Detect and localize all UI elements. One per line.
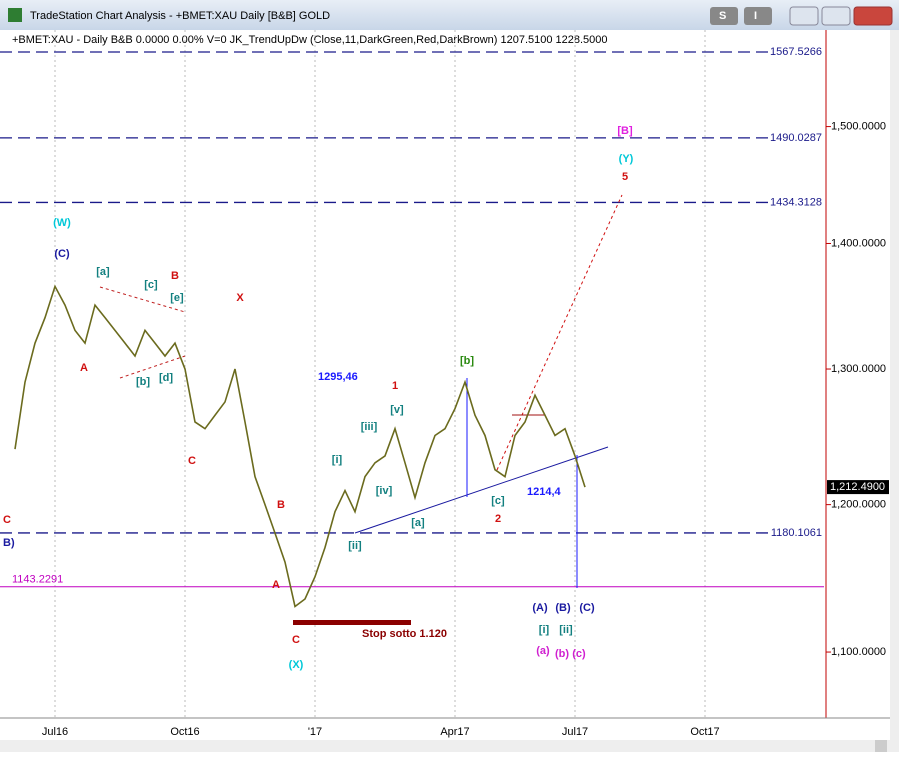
wave-label: [B] xyxy=(617,125,633,137)
wave-label: (X) xyxy=(289,659,304,671)
wave-label: [ii] xyxy=(559,624,573,636)
side-scroll[interactable] xyxy=(890,30,899,740)
level-label: 1490.0287 xyxy=(770,132,822,144)
level-label: 1180.1061 xyxy=(771,527,822,539)
s-button[interactable] xyxy=(710,7,738,25)
wave-label: (A) xyxy=(532,602,548,614)
scroll-button[interactable] xyxy=(875,740,887,752)
wave-label: [e] xyxy=(170,292,184,304)
wave-label: (C) xyxy=(579,602,595,614)
wave-label: Stop sotto 1.120 xyxy=(362,628,447,640)
wave-label: B xyxy=(277,499,285,511)
wave-label: (b) xyxy=(555,648,569,660)
price-marker-label: 1,212.4900 xyxy=(830,481,885,493)
wave-label: A xyxy=(272,579,280,591)
wave-label: (B) xyxy=(555,602,571,614)
wave-label: (Y) xyxy=(619,153,634,165)
wave-label: C xyxy=(188,455,196,467)
wave-label: B xyxy=(171,270,179,282)
wave-label: [c] xyxy=(144,279,158,291)
window-title: TradeStation Chart Analysis - +BMET:XAU … xyxy=(30,10,330,22)
chart-area xyxy=(0,30,899,752)
wave-label: 5 xyxy=(622,171,628,183)
x-tick-label: Apr17 xyxy=(440,726,469,738)
s-button-label: S xyxy=(719,10,726,22)
level-label-bg xyxy=(770,130,824,144)
app-icon xyxy=(8,8,22,22)
bottom-scroll[interactable] xyxy=(0,740,899,752)
y-tick-label: 1,300.0000 xyxy=(831,363,886,375)
wave-label: [iii] xyxy=(361,421,378,433)
wave-label: C xyxy=(292,634,300,646)
level-label-bg xyxy=(770,44,824,58)
wave-label: 1 xyxy=(392,380,398,392)
wave-label: [c] xyxy=(491,495,505,507)
y-tick-label: 1,500.0000 xyxy=(831,120,886,132)
wave-label: [a] xyxy=(96,266,110,278)
wave-label: C xyxy=(3,514,11,526)
level-label-bg xyxy=(770,195,824,209)
wave-label: (c) xyxy=(572,648,586,660)
wave-label: B) xyxy=(3,537,15,549)
i-button[interactable] xyxy=(744,7,772,25)
wave-label: [i] xyxy=(539,624,550,636)
wave-label: [b] xyxy=(460,355,474,367)
i-button-label: I xyxy=(754,10,757,22)
wave-label: (C) xyxy=(54,248,70,260)
wave-label: [a] xyxy=(411,517,425,529)
level-label: 1567.5266 xyxy=(770,46,822,58)
wave-label: [v] xyxy=(390,404,404,416)
x-tick-label: Jul16 xyxy=(42,726,68,738)
trend-line xyxy=(99,286,186,313)
y-tick-label: 1,400.0000 xyxy=(831,237,886,249)
wave-label: [iv] xyxy=(376,485,393,497)
level-label-bg xyxy=(770,525,824,539)
level-label: 1434.3128 xyxy=(770,196,822,208)
wave-label: (W) xyxy=(53,217,71,229)
stop-bar xyxy=(293,620,411,625)
trend-line xyxy=(496,194,623,471)
wave-label: [i] xyxy=(332,454,343,466)
wave-label: [ii] xyxy=(348,540,362,552)
x-tick-label: Oct16 xyxy=(170,726,199,738)
x-tick-label: Oct17 xyxy=(690,726,719,738)
wave-label: [b] xyxy=(136,376,150,388)
plot: Jul16 Oct16 '17 Apr17 Jul17 Oct17 1,100.0000 1,… xyxy=(0,30,889,738)
close-button[interactable] xyxy=(853,6,893,26)
wave-label: A xyxy=(80,362,88,374)
support-label: 1143.2291 xyxy=(12,574,63,586)
x-tick-label: '17 xyxy=(308,726,322,738)
minimize-button[interactable] xyxy=(789,6,819,26)
wave-label: 2 xyxy=(495,513,501,525)
wave-label: 1295,46 xyxy=(318,371,358,383)
wave-label: X xyxy=(236,292,244,304)
price-line xyxy=(14,284,586,608)
trend-line xyxy=(354,446,609,534)
chart-header: +BMET:XAU - Daily B&B 0.0000 0.00% V=0 J… xyxy=(12,34,608,46)
wave-label: (a) xyxy=(536,645,550,657)
wave-label: [d] xyxy=(159,372,173,384)
y-tick-label: 1,100.0000 xyxy=(831,646,886,658)
maximize-button[interactable] xyxy=(821,6,851,26)
x-tick-label: Jul17 xyxy=(562,726,588,738)
wave-label: 1214,4 xyxy=(527,486,562,498)
y-tick-label: 1,200.0000 xyxy=(831,499,886,511)
price-marker-bg xyxy=(827,480,889,495)
